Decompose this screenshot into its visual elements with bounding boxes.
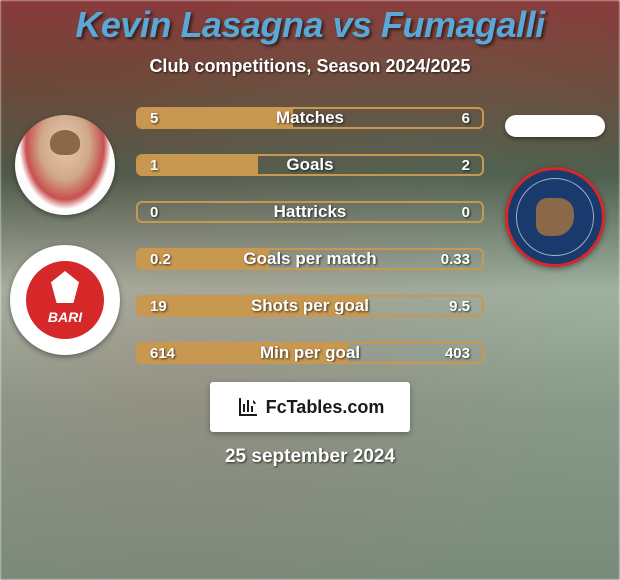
stat-row: Min per goal614 403 — [136, 342, 484, 364]
stat-row: Goals per match0.20.33 — [136, 248, 484, 270]
stat-value-right: 403 — [433, 344, 482, 362]
stat-value-left: 19 — [138, 297, 179, 315]
footer-brand-text: FcTables.com — [266, 397, 385, 418]
club-badge-left: BARI — [10, 245, 120, 355]
stat-bars: Matches56Goals12Hattricks00Goals per mat… — [130, 107, 490, 364]
stat-value-right: 9.5 — [437, 297, 482, 315]
stat-value-right: 2 — [450, 156, 482, 174]
stat-row: Matches5 6 — [136, 107, 484, 129]
club-badge-left-label: BARI — [48, 309, 82, 325]
stat-value-left: 0 — [138, 203, 170, 221]
footer-date: 25 september 2024 — [0, 446, 620, 468]
stat-value-right: 6 — [450, 109, 482, 127]
left-column: BARI — [0, 107, 130, 355]
stat-row: Goals1 2 — [136, 154, 484, 176]
stat-value-right: 0 — [450, 203, 482, 221]
club-badge-left-inner: BARI — [26, 261, 104, 339]
comparison-main: BARI Matches56Goals12Hattricks00Goals pe… — [0, 107, 620, 364]
subtitle: Club competitions, Season 2024/2025 — [0, 56, 620, 77]
stat-label: Matches — [138, 109, 482, 127]
stat-row: Shots per goal19 9.5 — [136, 295, 484, 317]
stat-value-left: 614 — [138, 344, 187, 362]
footer-brand: FcTables.com — [210, 382, 410, 432]
infographic: Kevin Lasagna vs Fumagalli Club competit… — [0, 0, 620, 580]
stat-label: Hattricks — [138, 203, 482, 221]
stat-row: Hattricks0 0 — [136, 201, 484, 223]
stat-label: Goals — [138, 156, 482, 174]
stat-label: Min per goal — [138, 344, 482, 362]
page-title: Kevin Lasagna vs Fumagalli — [0, 4, 620, 46]
club-badge-right — [505, 167, 605, 267]
right-column — [490, 107, 620, 267]
stat-value-left: 1 — [138, 156, 170, 174]
player-left-photo — [15, 115, 115, 215]
stat-value-right: 0.33 — [429, 250, 482, 268]
player-right-photo-placeholder — [505, 115, 605, 137]
stat-value-left: 0.2 — [138, 250, 183, 268]
stat-value-left: 5 — [138, 109, 170, 127]
chart-icon — [236, 395, 260, 419]
stat-label: Shots per goal — [138, 297, 482, 315]
